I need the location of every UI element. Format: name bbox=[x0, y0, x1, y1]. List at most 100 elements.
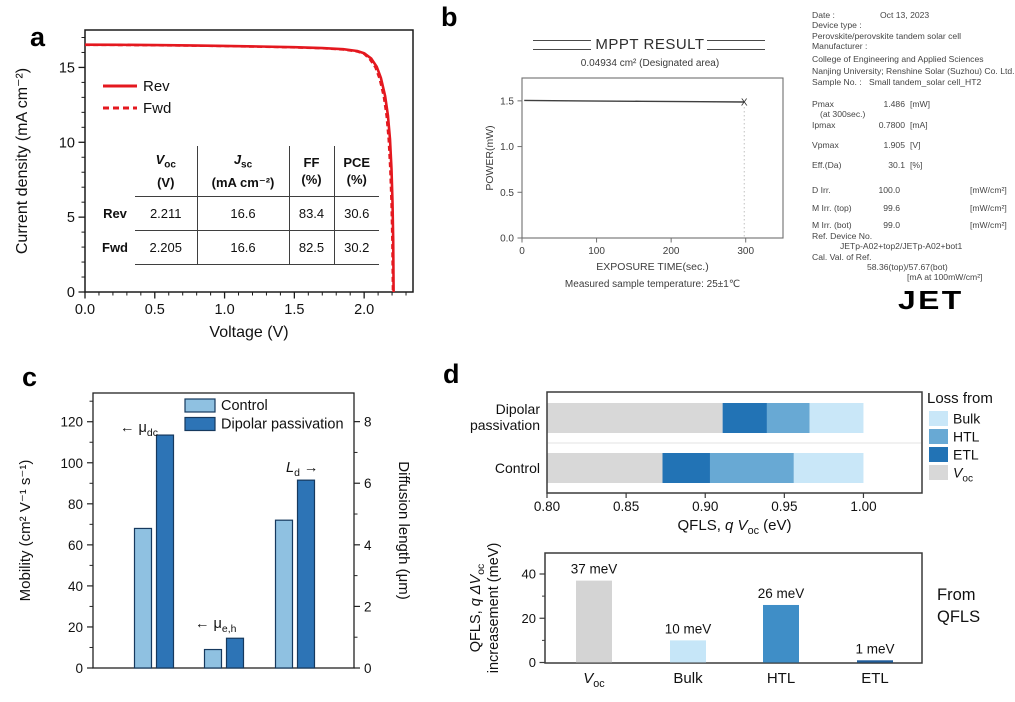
svg-text:0.95: 0.95 bbox=[771, 499, 797, 514]
mppt-subtitle: 0.04934 cm² (Designated area) bbox=[580, 58, 720, 69]
cert-info-row: Date : Oct 13, 2023 bbox=[812, 10, 930, 20]
svg-text:0.5: 0.5 bbox=[145, 302, 165, 318]
svg-text:2: 2 bbox=[364, 599, 372, 614]
svg-text:0: 0 bbox=[364, 661, 372, 676]
svg-text:300: 300 bbox=[737, 246, 754, 257]
table-cell: 16.6 bbox=[196, 196, 289, 231]
svg-text:Diffusion length (μm): Diffusion length (μm) bbox=[395, 461, 412, 599]
svg-text:Current density (mA cm⁻²): Current density (mA cm⁻²) bbox=[14, 68, 31, 254]
svg-text:1 meV: 1 meV bbox=[855, 641, 894, 656]
cert-info-row: Manufacturer : bbox=[812, 41, 868, 52]
cert-info-row: JETp-A02+top2/JETp-A02+bot1 bbox=[840, 241, 963, 252]
cert-info-row: M Irr. (bot) 99.0 [mW/cm²] bbox=[812, 220, 1007, 231]
svg-text:Voc: Voc bbox=[583, 670, 605, 690]
table-row: Rev 2.211 16.6 83.4 30.6 bbox=[95, 196, 379, 231]
cert-info-row: Perovskite/perovskite tandem solar cell bbox=[812, 30, 962, 41]
table-cell: 30.2 bbox=[333, 230, 379, 265]
panel-label-a: a bbox=[30, 22, 46, 52]
svg-text:200: 200 bbox=[663, 246, 680, 257]
svg-text:20: 20 bbox=[68, 620, 83, 635]
table-header: Jsc (mA cm⁻²) bbox=[196, 146, 289, 197]
svg-text:Control: Control bbox=[221, 398, 268, 414]
jet-logo: JET bbox=[898, 286, 964, 315]
svg-text:HTL: HTL bbox=[767, 670, 795, 687]
svg-text:40: 40 bbox=[522, 567, 536, 582]
table-cell: 2.211 bbox=[135, 196, 197, 231]
svg-text:1.0: 1.0 bbox=[500, 142, 514, 153]
svg-text:← μe,h: ← μe,h bbox=[195, 616, 237, 635]
svg-text:20: 20 bbox=[522, 611, 536, 626]
table-cell: 16.6 bbox=[196, 230, 289, 265]
cert-info-row: Vpmax 1.905 [V] bbox=[812, 139, 921, 150]
table-cell: 83.4 bbox=[288, 196, 334, 231]
svg-text:60: 60 bbox=[68, 538, 83, 553]
cert-info-row: Cal. Val. of Ref. bbox=[812, 251, 872, 262]
svg-text:0.5: 0.5 bbox=[500, 188, 514, 199]
svg-text:Bulk: Bulk bbox=[673, 670, 703, 687]
svg-text:37 meV: 37 meV bbox=[571, 562, 618, 577]
svg-text:10 meV: 10 meV bbox=[665, 621, 712, 636]
cert-info-row: (at 300sec.) bbox=[820, 109, 866, 120]
table-row: Fwd 2.205 16.6 82.5 30.2 bbox=[95, 230, 379, 265]
svg-text:Mobility (cm² V⁻¹ s⁻¹): Mobility (cm² V⁻¹ s⁻¹) bbox=[17, 460, 34, 602]
cert-info-row: Nanjing University; Renshine Solar (Suzh… bbox=[812, 65, 1015, 76]
svg-text:← μdc: ← μdc bbox=[120, 420, 158, 439]
svg-text:Fwd: Fwd bbox=[143, 100, 171, 117]
svg-text:15: 15 bbox=[59, 60, 75, 76]
svg-text:QFLS: QFLS bbox=[937, 608, 980, 626]
svg-text:0: 0 bbox=[529, 655, 536, 670]
cert-info-row: Sample No. : Small tandem_solar cell_HT2 bbox=[812, 77, 982, 88]
cert-info-row: D Irr. 100.0 [mW/cm²] bbox=[812, 184, 1007, 195]
svg-text:passivation: passivation bbox=[470, 417, 540, 433]
svg-text:EXPOSURE TIME(sec.): EXPOSURE TIME(sec.) bbox=[596, 261, 708, 273]
svg-text:100: 100 bbox=[60, 456, 83, 471]
certificate-info: Date : Oct 13, 2023 Device type : Perovskit… bbox=[812, 10, 1015, 283]
svg-text:120: 120 bbox=[60, 415, 83, 430]
svg-text:Rev: Rev bbox=[143, 78, 170, 95]
svg-text:0.80: 0.80 bbox=[534, 499, 560, 514]
svg-text:5: 5 bbox=[67, 210, 75, 226]
svg-text:From: From bbox=[937, 586, 976, 604]
svg-text:ETL: ETL bbox=[861, 670, 889, 687]
cert-info-row: College of Engineering and Applied Scien… bbox=[812, 53, 984, 64]
svg-text:10: 10 bbox=[59, 135, 75, 151]
svg-text:0.0: 0.0 bbox=[75, 302, 95, 318]
cert-info-row: Pmax 1.486 [mW] bbox=[812, 98, 931, 109]
table-cell: 30.6 bbox=[333, 196, 379, 231]
svg-text:HTL: HTL bbox=[953, 429, 980, 445]
cert-info-row: Device type : bbox=[812, 20, 862, 31]
table-header: Voc (V) bbox=[135, 146, 197, 197]
svg-text:8: 8 bbox=[364, 415, 372, 430]
svg-text:POWER(mW): POWER(mW) bbox=[484, 125, 496, 190]
svg-text:0.0: 0.0 bbox=[500, 234, 514, 245]
svg-text:increasement (meV): increasement (meV) bbox=[486, 543, 502, 674]
cert-info-row: [mA at 100mW/cm²] bbox=[907, 272, 983, 283]
svg-text:6: 6 bbox=[364, 476, 372, 491]
svg-text:Loss from: Loss from bbox=[927, 390, 993, 407]
svg-text:80: 80 bbox=[68, 497, 83, 512]
title-flank-line bbox=[533, 49, 591, 50]
jv-table-container: Voc (V) Jsc (mA cm⁻²) FF (%) PCE (%) Rev 2.211 16.… bbox=[95, 146, 379, 265]
svg-text:0.85: 0.85 bbox=[613, 499, 639, 514]
svg-text:ETL: ETL bbox=[953, 447, 979, 463]
panel-label-b: b bbox=[441, 2, 458, 32]
svg-text:Control: Control bbox=[495, 460, 540, 476]
svg-text:26 meV: 26 meV bbox=[758, 586, 805, 601]
cert-info-row: Eff.(Da) 30.1 [%] bbox=[812, 160, 923, 171]
svg-text:40: 40 bbox=[68, 579, 83, 594]
qfls-charts: 0.80 0.85 0.90 0.95 1.00 QFLS, q Voc (eV) Dipo… bbox=[468, 390, 993, 690]
table-cell: 2.205 bbox=[135, 230, 197, 265]
svg-text:1.0: 1.0 bbox=[214, 302, 234, 318]
panel-label-c: c bbox=[22, 362, 38, 392]
svg-text:Measured sample temperature: 2: Measured sample temperature: 25±1℃ bbox=[565, 279, 740, 290]
mppt-chart: 0 100 200 300 0.0 0.5 1.0 1.5 POWER(mW) EXPOSURE … bbox=[484, 77, 784, 290]
title-flank-line bbox=[707, 40, 765, 41]
svg-text:Ld →: Ld → bbox=[286, 460, 318, 479]
svg-text:Voc: Voc bbox=[953, 465, 973, 485]
mppt-title: MPPT RESULT bbox=[595, 36, 705, 53]
svg-text:0: 0 bbox=[67, 285, 75, 301]
svg-text:1.5: 1.5 bbox=[284, 302, 304, 318]
svg-text:0: 0 bbox=[519, 246, 525, 257]
panel-label-d: d bbox=[443, 359, 460, 389]
